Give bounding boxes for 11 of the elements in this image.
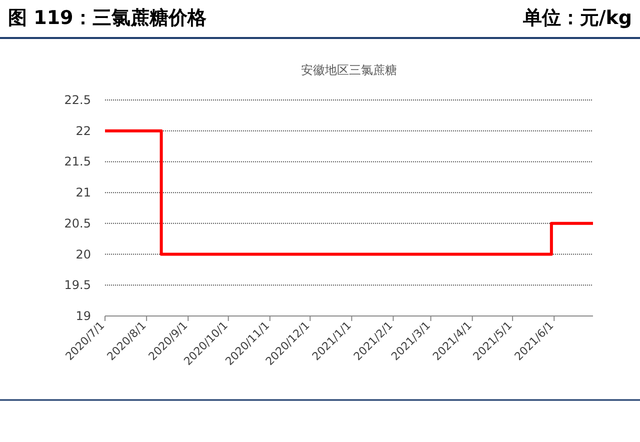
y-tick-label: 22 xyxy=(76,124,91,138)
y-tick-label: 19.5 xyxy=(64,278,91,292)
y-tick-label: 19 xyxy=(76,309,91,323)
y-tick-label: 22.5 xyxy=(64,93,91,107)
y-tick-label: 20 xyxy=(76,247,91,262)
y-tick-label: 20.5 xyxy=(64,216,91,230)
chart-subtitle: 安徽地区三氯蔗糖 xyxy=(301,63,397,77)
chart-title: 图 119：三氯蔗糖价格 xyxy=(8,7,208,29)
y-tick-label: 21.5 xyxy=(64,154,91,169)
text: 单位：元/kg xyxy=(522,7,632,29)
y-tick-label: 21 xyxy=(76,186,91,200)
